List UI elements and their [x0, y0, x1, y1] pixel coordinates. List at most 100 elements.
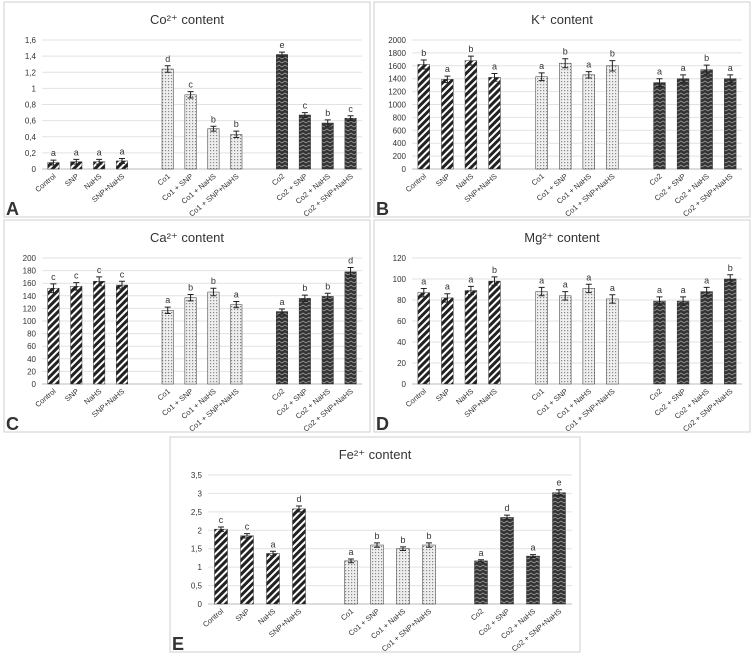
significance-letter: a	[97, 147, 102, 157]
error-bar	[504, 514, 510, 521]
y-tick-label: 1,5	[191, 545, 203, 554]
error-bar	[50, 283, 57, 294]
y-tick-label: 180	[23, 267, 37, 276]
chart-panel: Ca²⁺ content C 0 20 40 60 80 100 120 140 160 180 200…	[3, 219, 371, 434]
bar	[417, 292, 430, 385]
chart-title: Co²⁺ content	[150, 12, 224, 27]
y-tick-label: 120	[23, 304, 37, 313]
y-tick-label: 200	[23, 254, 37, 263]
significance-letter: b	[492, 265, 497, 275]
error-bar	[164, 306, 171, 314]
significance-letter: d	[348, 255, 353, 265]
y-tick-label: 1	[198, 563, 203, 572]
bar	[276, 311, 288, 385]
error-bar	[727, 74, 734, 84]
bar	[700, 291, 713, 385]
significance-letter: b	[610, 49, 615, 59]
error-bar	[210, 125, 217, 132]
error-bar	[119, 280, 125, 290]
significance-letter: a	[539, 275, 544, 285]
y-tick-label: 1,4	[25, 52, 37, 61]
error-bar	[324, 119, 331, 127]
y-tick-label: 0,6	[25, 117, 37, 126]
bar	[552, 492, 566, 605]
bar	[488, 280, 501, 385]
bar	[606, 65, 619, 170]
bar	[184, 297, 197, 385]
error-bar	[119, 158, 125, 164]
significance-letter: a	[492, 62, 497, 72]
chart-title: Ca²⁺ content	[150, 230, 224, 245]
significance-letter: b	[704, 53, 709, 63]
significance-letter: c	[51, 272, 56, 282]
bar	[370, 544, 384, 605]
bar	[298, 298, 311, 385]
error-bar	[96, 276, 103, 287]
panel-label: E	[172, 634, 184, 654]
error-bar	[585, 283, 592, 294]
error-bar	[478, 559, 484, 563]
bar	[535, 291, 548, 385]
bar	[606, 298, 619, 385]
error-bar	[279, 51, 285, 58]
bar	[344, 117, 357, 170]
y-tick-label: 0,4	[25, 133, 37, 142]
y-tick-label: 40	[397, 338, 406, 347]
significance-letter: a	[704, 275, 709, 285]
y-tick-label: 0,8	[25, 101, 37, 110]
bar	[464, 290, 478, 385]
significance-letter: c	[188, 80, 193, 90]
error-bar	[420, 287, 427, 298]
significance-letter: b	[426, 531, 431, 541]
error-bar	[530, 554, 536, 559]
error-bar	[187, 294, 194, 302]
bar	[417, 64, 430, 170]
bar	[93, 281, 106, 385]
significance-letter: b	[188, 283, 193, 293]
y-tick-label: 200	[393, 152, 407, 161]
y-tick-label: 0,2	[25, 149, 37, 158]
bar	[161, 310, 174, 385]
error-bar	[703, 64, 710, 75]
significance-letter: d	[165, 54, 170, 64]
bar	[298, 114, 311, 170]
bar	[559, 295, 572, 385]
bar	[276, 54, 288, 170]
bar	[396, 548, 410, 605]
significance-letter: a	[586, 60, 591, 70]
bar	[230, 134, 243, 170]
bar	[488, 77, 501, 170]
significance-letter: a	[445, 64, 450, 74]
significance-letter: b	[302, 283, 307, 293]
panel-label: C	[6, 414, 19, 434]
significance-letter: c	[97, 265, 102, 275]
error-bar	[73, 282, 80, 291]
significance-letter: a	[530, 543, 535, 553]
bar	[321, 122, 334, 170]
error-bar	[585, 71, 592, 79]
bar	[441, 297, 454, 385]
bar	[582, 288, 595, 385]
y-tick-label: 2000	[388, 36, 406, 45]
error-bar	[491, 73, 498, 82]
y-tick-label: 0	[198, 600, 203, 609]
significance-letter: b	[563, 47, 568, 57]
bar	[240, 535, 254, 605]
significance-letter: a	[74, 147, 79, 157]
chart-panel: Co²⁺ contentA00,20,40,60,811,21,41,6Cont…	[3, 1, 371, 219]
significance-letter: a	[657, 285, 662, 295]
significance-letter: a	[421, 276, 426, 286]
y-tick-label: 1400	[388, 75, 406, 84]
error-bar	[96, 158, 103, 165]
error-bar	[301, 112, 308, 118]
y-tick-label: 1	[32, 84, 37, 93]
error-bar	[347, 115, 354, 122]
error-bar	[703, 286, 710, 297]
significance-letter: b	[728, 263, 733, 273]
significance-letter: b	[211, 276, 216, 286]
error-bar	[656, 78, 663, 87]
y-tick-label: 0	[402, 165, 407, 174]
y-tick-label: 1000	[388, 101, 406, 110]
error-bar	[400, 546, 406, 552]
significance-letter: a	[728, 63, 733, 73]
